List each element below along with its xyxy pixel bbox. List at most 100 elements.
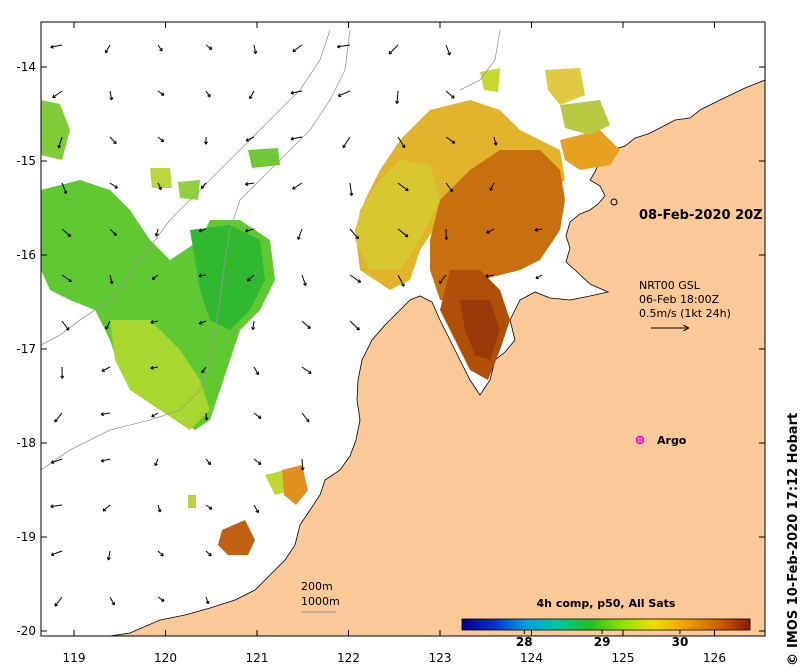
current-vector bbox=[109, 136, 117, 145]
current-vector-head bbox=[493, 142, 498, 146]
argo-label: Argo bbox=[657, 434, 687, 447]
current-vector bbox=[105, 320, 111, 330]
current-vector bbox=[486, 228, 495, 234]
lat-tick-label: -19 bbox=[16, 530, 36, 544]
current-vector-head bbox=[308, 370, 312, 374]
current-vector-head bbox=[451, 95, 455, 99]
current-vector-head bbox=[444, 236, 449, 241]
current-vector-head bbox=[245, 138, 250, 142]
lon-tick-label: 124 bbox=[520, 651, 543, 665]
current-vector-head bbox=[203, 141, 208, 145]
current-vector bbox=[301, 366, 312, 374]
current-vector-head bbox=[100, 458, 105, 463]
current-vector-head bbox=[449, 188, 453, 193]
current-vector bbox=[205, 412, 208, 421]
current-vector-head bbox=[245, 228, 249, 233]
latitude-axis: -14 -15 -16 -17 -18 -19 -20 bbox=[16, 60, 765, 638]
current-vector bbox=[301, 320, 311, 329]
current-vector-head bbox=[68, 278, 72, 283]
current-vector bbox=[485, 274, 495, 277]
current-vector bbox=[61, 228, 72, 237]
current-vector-head bbox=[154, 233, 159, 237]
lon-tick-label: 122 bbox=[337, 651, 360, 665]
current-vector-head bbox=[451, 140, 456, 144]
current-vector bbox=[51, 550, 63, 556]
current-vector bbox=[253, 44, 257, 54]
current-vector-head bbox=[57, 144, 62, 149]
current-vector-head bbox=[404, 233, 409, 238]
current-vector-head bbox=[151, 276, 156, 280]
current-vector bbox=[52, 90, 63, 99]
current-vector bbox=[397, 274, 405, 287]
current-vector-head bbox=[292, 186, 296, 190]
current-vector bbox=[154, 458, 159, 466]
current-vector bbox=[109, 228, 117, 236]
current-vector-head bbox=[251, 326, 256, 331]
current-vector bbox=[157, 136, 164, 142]
current-vector-head bbox=[356, 326, 360, 331]
current-vector-head bbox=[257, 461, 262, 465]
current-vector-head bbox=[160, 598, 165, 602]
current-vectors bbox=[50, 44, 543, 607]
lat-tick-label: -20 bbox=[16, 624, 36, 638]
current-vector-head bbox=[113, 232, 117, 236]
current-vector bbox=[109, 90, 113, 101]
lon-tick-label: 123 bbox=[429, 651, 452, 665]
current-vector-head bbox=[208, 506, 213, 510]
current-vector bbox=[349, 228, 359, 240]
current-vector bbox=[349, 182, 353, 196]
current-vector-head bbox=[106, 557, 111, 561]
current-vector-head bbox=[200, 185, 205, 189]
current-vector bbox=[157, 44, 163, 52]
current-vector-head bbox=[244, 182, 249, 186]
current-vector-head bbox=[63, 190, 68, 194]
current-vector-head bbox=[105, 326, 109, 330]
current-vector-head bbox=[395, 100, 400, 104]
current-vector-head bbox=[54, 603, 58, 607]
current-vector bbox=[50, 504, 63, 508]
current-vector-head bbox=[65, 327, 70, 331]
current-vector-head bbox=[258, 415, 262, 419]
current-vector-head bbox=[101, 368, 105, 372]
current-vector bbox=[397, 136, 406, 148]
current-vector-head bbox=[297, 236, 301, 240]
current-vector-head bbox=[160, 92, 165, 96]
current-vector-head bbox=[50, 552, 55, 557]
current-vector bbox=[396, 90, 399, 104]
lon-tick-label: 120 bbox=[154, 651, 177, 665]
current-vector bbox=[205, 504, 213, 510]
current-vector-head bbox=[207, 461, 212, 466]
current-vector-head bbox=[160, 138, 165, 143]
current-vector bbox=[301, 274, 307, 286]
current-vector bbox=[150, 366, 159, 369]
current-vector bbox=[199, 228, 207, 232]
current-vector bbox=[253, 412, 262, 419]
current-vector-head bbox=[401, 283, 405, 287]
current-vector-head bbox=[336, 44, 341, 49]
current-vector bbox=[50, 44, 63, 48]
current-vector-head bbox=[109, 280, 114, 285]
current-vector-head bbox=[113, 140, 117, 145]
current-vector bbox=[253, 366, 259, 375]
current-vector-head bbox=[337, 93, 342, 97]
lat-tick-label: -17 bbox=[16, 342, 36, 356]
lat-tick-label: -16 bbox=[16, 248, 36, 262]
current-vector bbox=[253, 458, 262, 465]
current-vector-head bbox=[159, 47, 163, 52]
current-vector-head bbox=[150, 365, 154, 370]
colorbar-title: 4h comp, p50, All Sats bbox=[537, 597, 676, 610]
current-vector bbox=[109, 274, 113, 285]
current-vector bbox=[290, 136, 303, 140]
current-vector-head bbox=[150, 320, 154, 324]
current-vector-head bbox=[247, 277, 251, 282]
current-vector-head bbox=[157, 508, 162, 513]
current-vector bbox=[349, 274, 361, 283]
current-vector-head bbox=[50, 460, 55, 464]
current-vector bbox=[155, 228, 159, 237]
current-vector-head bbox=[208, 552, 212, 557]
current-vector-head bbox=[158, 186, 162, 191]
current-vector-head bbox=[357, 279, 362, 283]
current-vector-head bbox=[489, 187, 494, 192]
current-vector-head bbox=[109, 97, 114, 101]
current-vector bbox=[61, 274, 72, 283]
